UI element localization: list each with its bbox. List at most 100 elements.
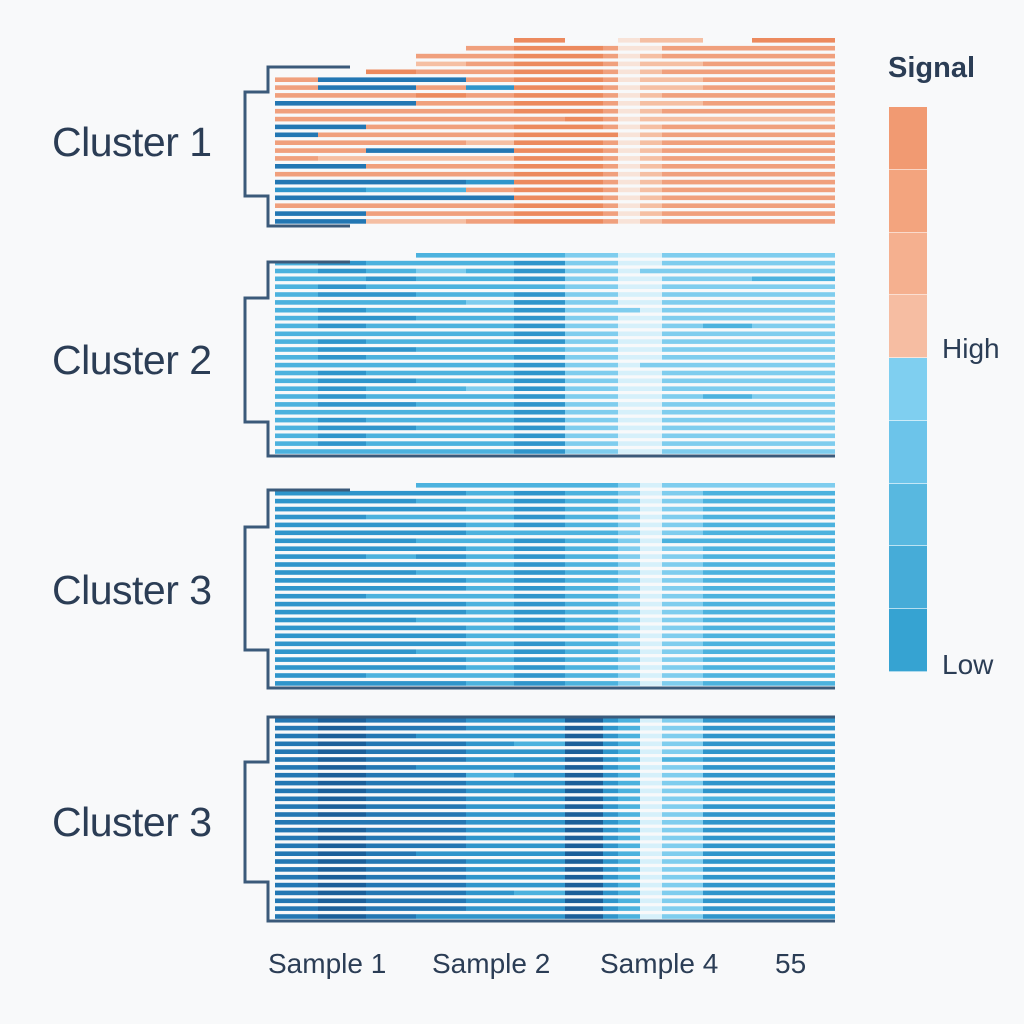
heatmap-cell (416, 425, 466, 431)
heatmap-cell (514, 148, 565, 153)
heatmap-cell (466, 148, 514, 153)
heatmap-cell (366, 812, 416, 817)
heatmap-cell (603, 633, 618, 639)
heatmap-cell (514, 522, 565, 528)
heatmap-cell (603, 490, 618, 496)
heatmap-cell (603, 362, 618, 368)
heatmap-cell (662, 417, 703, 423)
heatmap-cell (662, 315, 703, 321)
heatmap-cell (366, 765, 416, 770)
heatmap-cell (466, 331, 514, 337)
heatmap-cell (318, 827, 366, 833)
heatmap-cell (703, 498, 752, 504)
heatmap-cell (618, 530, 640, 536)
heatmap-cell (618, 593, 640, 599)
heatmap-cell (640, 124, 662, 130)
heatmap-cell (565, 538, 603, 544)
heatmap-cell (416, 514, 466, 520)
heatmap-cell (366, 433, 416, 439)
heatmap-cell (275, 362, 318, 368)
heatmap-cell (275, 347, 318, 352)
heatmap-cell (318, 617, 366, 623)
heatmap-cell (275, 625, 318, 631)
heatmap-cell (603, 179, 618, 185)
heatmap-cell (366, 562, 416, 567)
heatmap-cell (703, 323, 752, 329)
heatmap-cell (662, 85, 703, 90)
heatmap-cell (640, 409, 662, 415)
heatmap-cell (640, 749, 662, 754)
heatmap-cell (565, 554, 603, 559)
heatmap-cell (466, 633, 514, 639)
heatmap-cell (603, 906, 618, 911)
heatmap-cell (514, 725, 565, 731)
heatmap-cell (318, 851, 366, 856)
heatmap-cell (466, 601, 514, 607)
heatmap-cell (466, 649, 514, 654)
heatmap-cell (466, 914, 514, 919)
legend-swatch (889, 546, 927, 610)
heatmap-cell (318, 187, 366, 193)
heatmap-cell (640, 633, 662, 639)
heatmap-cell (318, 649, 366, 654)
heatmap-cell (752, 546, 835, 551)
heatmap-cell (275, 681, 318, 686)
heatmap-cell (318, 633, 366, 639)
heatmap-cell (366, 780, 416, 786)
heatmap-cell (565, 749, 603, 754)
heatmap-cell (318, 733, 366, 739)
heatmap-cell (366, 641, 416, 647)
heatmap-cell (366, 633, 416, 639)
heatmap-cell (318, 562, 366, 567)
heatmap-cell (603, 867, 618, 872)
heatmap-cell (366, 171, 416, 177)
heatmap-cell (466, 546, 514, 551)
heatmap-cell (703, 132, 752, 138)
heatmap-cell (618, 546, 640, 551)
heatmap-cell (640, 219, 662, 224)
heatmap-cell (618, 890, 640, 896)
heatmap-cell (318, 140, 366, 145)
heatmap-cell (514, 331, 565, 337)
heatmap-cell (752, 733, 835, 739)
heatmap-cell (662, 108, 703, 114)
heatmap-cell (752, 718, 835, 723)
heatmap-cell (662, 362, 703, 368)
heatmap-cell (703, 101, 752, 106)
heatmap-cell (514, 370, 565, 376)
heatmap-cell (318, 625, 366, 631)
heatmap-cell (466, 171, 514, 177)
heatmap-cell (752, 498, 835, 504)
heatmap-cell (366, 906, 416, 911)
heatmap-cell (466, 195, 514, 201)
heatmap-cell (366, 554, 416, 559)
heatmap-cell (603, 772, 618, 778)
heatmap-cell (366, 307, 416, 313)
heatmap-cell (275, 906, 318, 911)
heatmap-cell (416, 914, 466, 919)
heatmap-cell (662, 101, 703, 106)
heatmap-cell (603, 820, 618, 825)
heatmap-cell (662, 780, 703, 786)
heatmap-cell (565, 780, 603, 786)
heatmap-cell (618, 449, 640, 454)
heatmap-cell (466, 765, 514, 770)
heatmap-cell (703, 441, 752, 446)
heatmap-cell (366, 156, 416, 161)
heatmap-cell (514, 93, 565, 98)
heatmap-cell (752, 725, 835, 731)
heatmap-cell (514, 276, 565, 282)
heatmap-cell (618, 116, 640, 122)
heatmap-cell (565, 718, 603, 723)
heatmap-cell (466, 284, 514, 289)
heatmap-cell (318, 820, 366, 825)
heatmap-cell (416, 219, 466, 224)
heatmap-cell (366, 347, 416, 352)
heatmap-cell (662, 867, 703, 872)
heatmap-cell (752, 506, 835, 512)
heatmap-cell (466, 362, 514, 368)
heatmap-cell (416, 483, 466, 488)
heatmap-cell (466, 156, 514, 161)
heatmap-cell (565, 253, 603, 258)
heatmap-cell (618, 339, 640, 344)
